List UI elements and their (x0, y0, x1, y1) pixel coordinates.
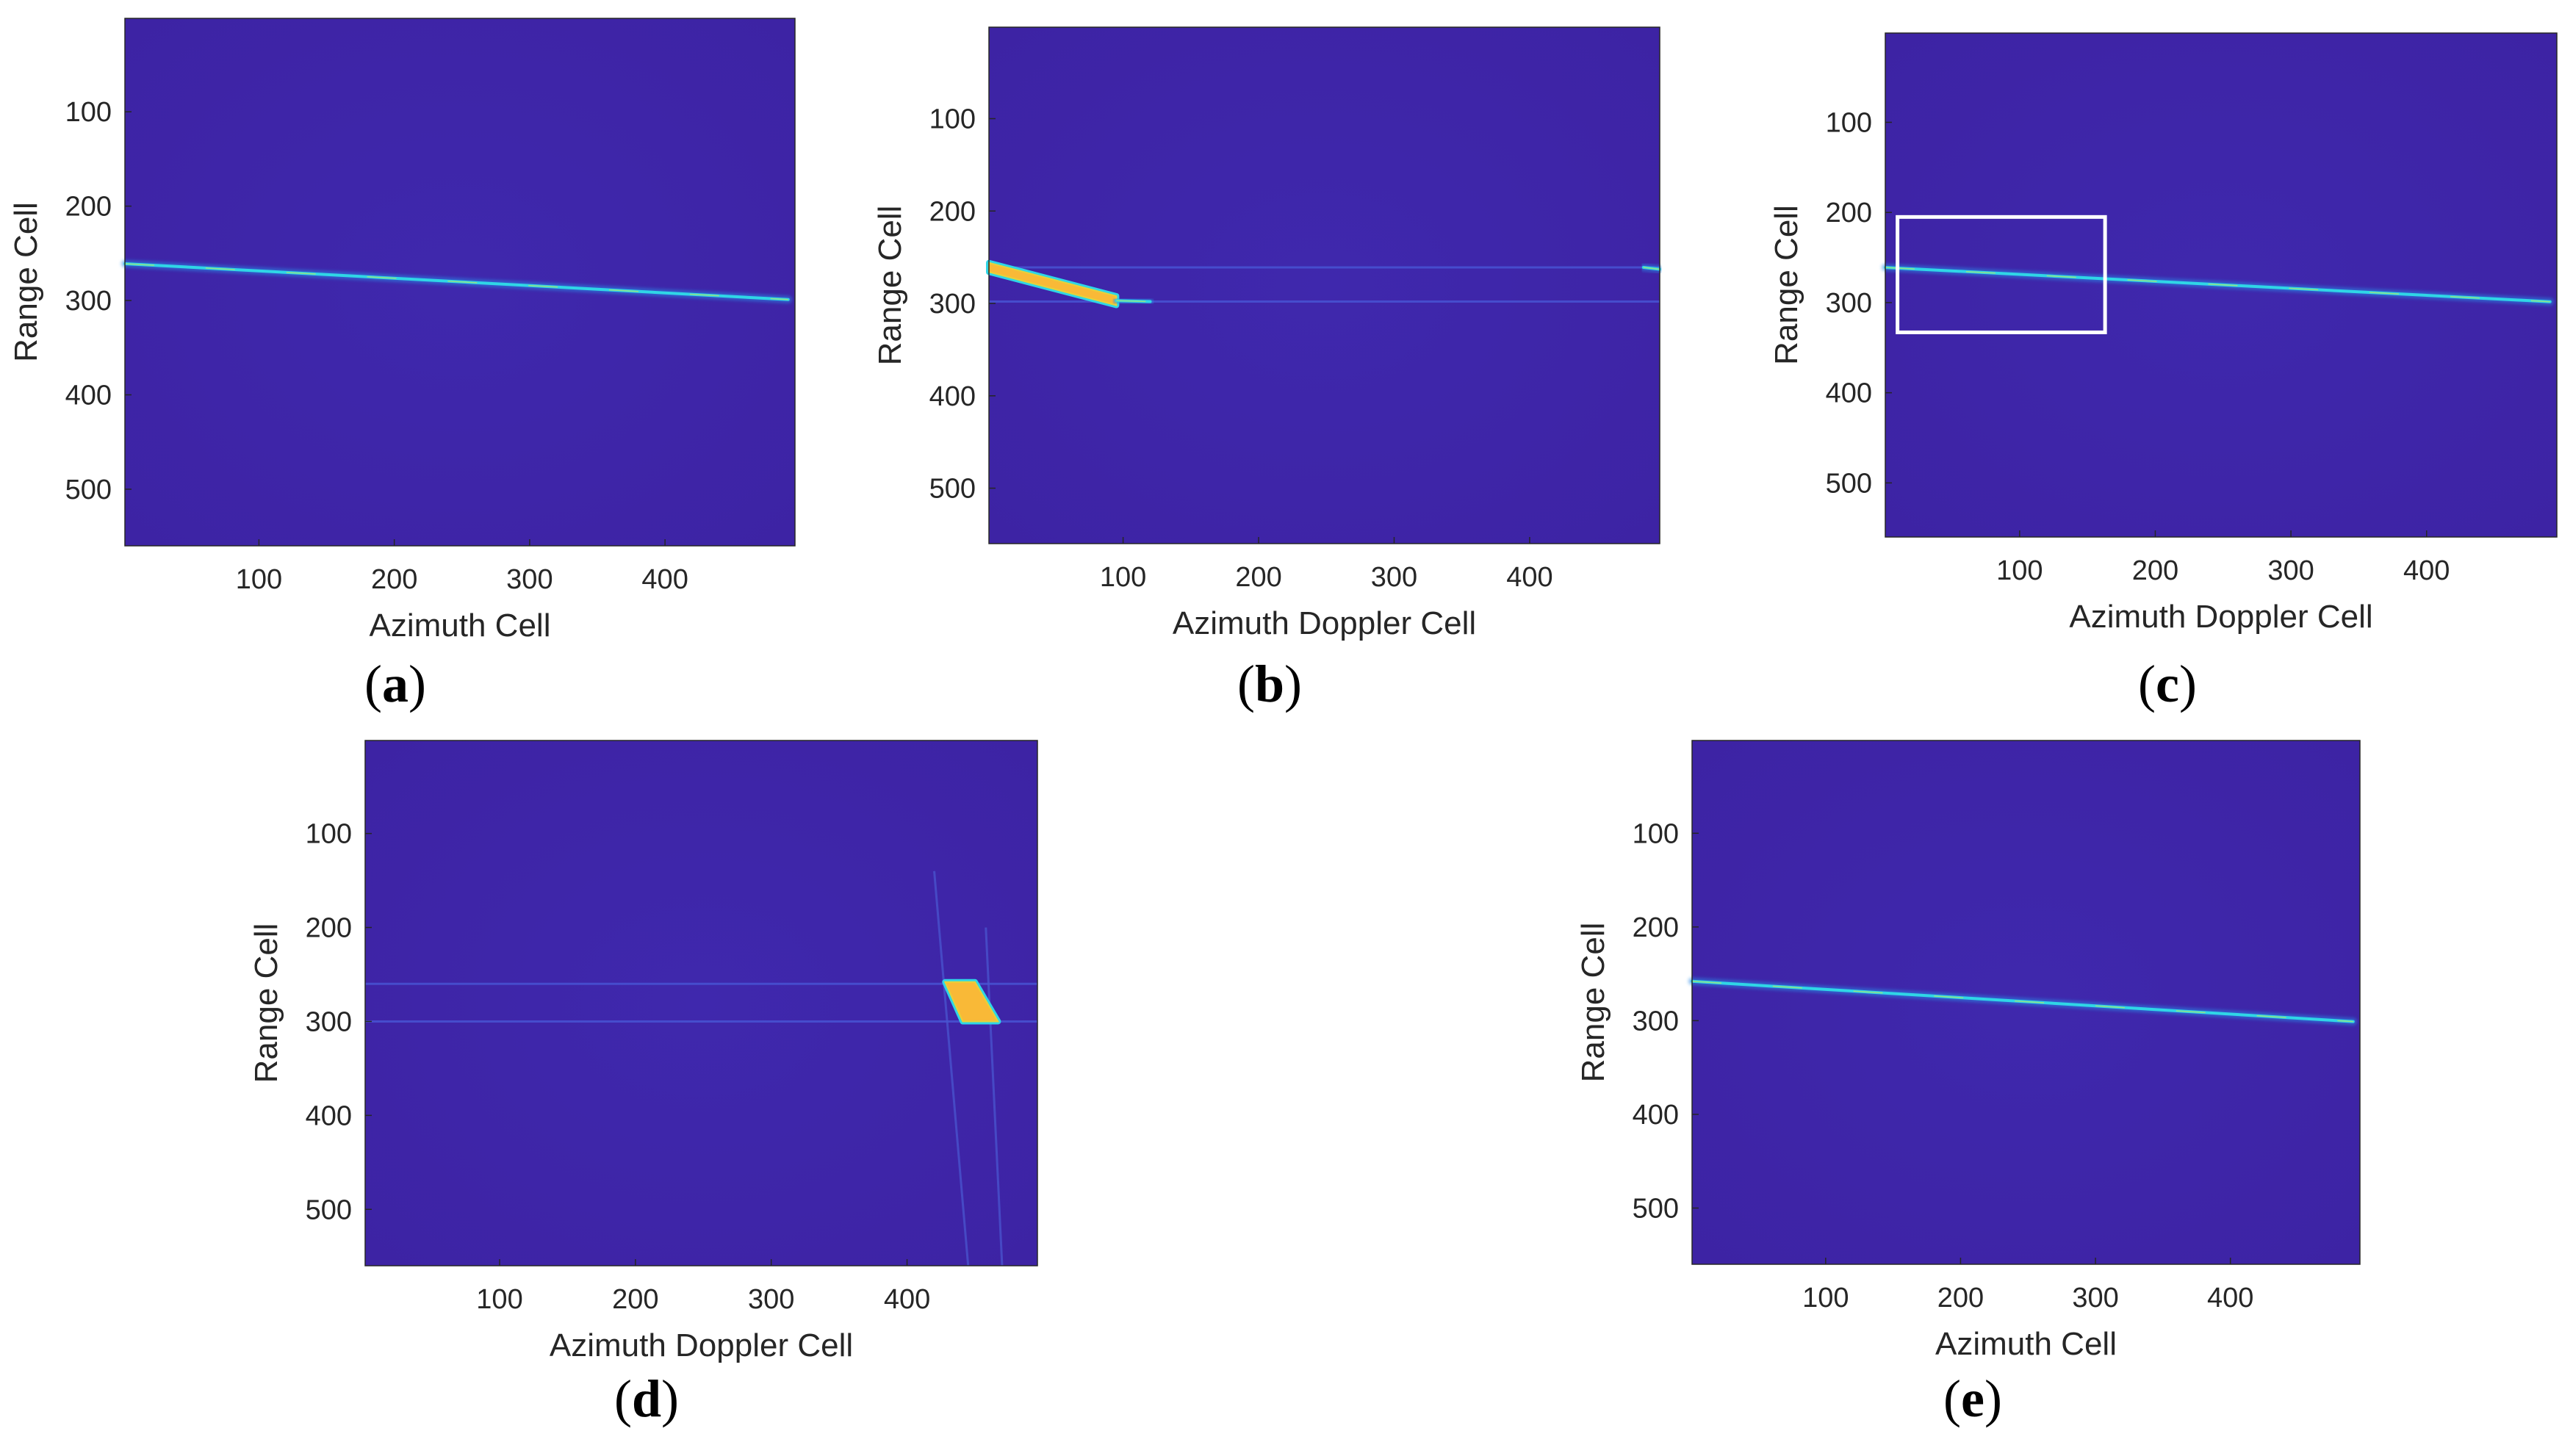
axes-box-c (1885, 32, 2558, 538)
ytick-label-b-300: 300 (929, 289, 976, 320)
xtick-label-e-400: 400 (2207, 1283, 2253, 1313)
panel-a: 100 200 300 400 100 200 300 400 500 Azimuth Cell R… (8, 18, 796, 713)
xtick-label-d-200: 200 (612, 1284, 658, 1315)
caption-letter-d: d (632, 1369, 661, 1428)
feature-e-line-0-core (1691, 981, 2353, 1023)
caption-letter-c: c (2156, 655, 2179, 713)
xtick-label-e-200: 200 (1937, 1283, 1984, 1313)
feature-d-faint_line-3 (985, 927, 1004, 1266)
heatmap-field-d (365, 740, 1037, 1266)
ytick-label-e-400: 400 (1633, 1100, 1679, 1131)
feature-b-line-3-core (1116, 300, 1151, 303)
ylabel-a: Range Cell (8, 202, 44, 362)
ytick-label-d-300: 300 (306, 1006, 352, 1037)
xlabel-d: Azimuth Doppler Cell (550, 1327, 853, 1363)
caption-a: (a) (364, 655, 426, 713)
caption-letter-b: b (1255, 655, 1284, 713)
ytick-label-a-500: 500 (65, 475, 112, 505)
ytick-label-e-200: 200 (1633, 912, 1679, 943)
ytick-label-d-100: 100 (306, 819, 352, 850)
panel-d: 100 200 300 400 100 200 300 400 500 Azimuth Doppl… (248, 740, 1038, 1428)
axes-box-d (364, 740, 1038, 1266)
xtick-label-a-300: 300 (506, 564, 553, 595)
feature-b-line-4-core (1643, 267, 1660, 270)
xlabel-e: Azimuth Cell (1935, 1326, 2117, 1362)
heatmap-field-b (989, 27, 1660, 544)
ytick-label-a-100: 100 (65, 97, 112, 128)
xtick-label-a-100: 100 (236, 564, 282, 595)
caption-c: (c) (2138, 655, 2197, 713)
caption-e: (e) (1943, 1369, 2002, 1428)
feature-c-line-0-core (1885, 267, 2550, 303)
feature-d-faint_line-2 (933, 871, 970, 1266)
ytick-label-b-100: 100 (929, 104, 976, 135)
ytick-label-d-400: 400 (306, 1100, 352, 1131)
xlabel-b: Azimuth Doppler Cell (1173, 605, 1476, 641)
ytick-label-e-100: 100 (1633, 818, 1679, 849)
ytick-label-c-400: 400 (1826, 378, 1872, 409)
caption-b: (b) (1237, 655, 1302, 713)
xtick-label-b-300: 300 (1371, 562, 1417, 593)
ylabel-d: Range Cell (248, 923, 284, 1084)
axes-box-a (124, 18, 796, 547)
ytick-label-d-200: 200 (306, 913, 352, 944)
ytick-label-c-500: 500 (1826, 468, 1872, 499)
xtick-label-d-100: 100 (476, 1284, 522, 1315)
xtick-label-d-300: 300 (748, 1284, 794, 1315)
ytick-label-e-500: 500 (1633, 1193, 1679, 1224)
ytick-label-d-500: 500 (306, 1194, 352, 1225)
xtick-label-b-100: 100 (1100, 562, 1146, 593)
xtick-label-e-300: 300 (2072, 1283, 2118, 1313)
caption-letter-a: a (382, 655, 409, 713)
xtick-label-c-400: 400 (2403, 555, 2450, 586)
ytick-label-e-300: 300 (1633, 1006, 1679, 1037)
xtick-label-c-100: 100 (1996, 555, 2043, 586)
ytick-label-c-100: 100 (1826, 107, 1872, 138)
feature-c-box-1 (1896, 215, 2107, 334)
ytick-label-b-200: 200 (929, 196, 976, 227)
panel-c: 100 200 300 400 100 200 300 400 500 Azimuth Doppl… (1768, 32, 2558, 713)
xtick-label-b-400: 400 (1506, 562, 1552, 593)
feature-d-band-4 (943, 981, 1000, 1023)
xtick-label-c-200: 200 (2132, 555, 2178, 586)
panel-b: 100 200 300 400 100 200 300 400 500 Azimuth Doppl… (872, 26, 1663, 713)
ylabel-e: Range Cell (1575, 923, 1611, 1083)
ylabel-b: Range Cell (872, 206, 908, 366)
xlabel-c: Azimuth Doppler Cell (2069, 599, 2372, 635)
caption-d: (d) (614, 1369, 679, 1428)
xtick-label-c-300: 300 (2267, 555, 2314, 586)
ytick-label-a-200: 200 (65, 192, 112, 223)
xtick-label-e-100: 100 (1802, 1283, 1849, 1313)
ytick-label-c-200: 200 (1826, 198, 1872, 228)
ytick-label-b-400: 400 (929, 381, 976, 412)
ytick-label-a-300: 300 (65, 286, 112, 317)
feature-a-line-0-core (124, 263, 788, 300)
axes-box-b (988, 26, 1660, 544)
xtick-label-b-200: 200 (1235, 562, 1281, 593)
ylabel-c: Range Cell (1768, 205, 1804, 365)
xtick-label-a-400: 400 (641, 564, 688, 595)
ytick-label-a-400: 400 (65, 380, 112, 411)
ytick-label-c-300: 300 (1826, 288, 1872, 319)
panel-e: 100 200 300 400 100 200 300 400 500 Azimuth Cell R… (1575, 740, 2361, 1428)
xtick-label-d-400: 400 (884, 1284, 930, 1315)
xtick-label-a-200: 200 (371, 564, 417, 595)
ytick-label-b-500: 500 (929, 474, 976, 505)
axes-box-e (1691, 740, 2361, 1265)
xlabel-a: Azimuth Cell (370, 608, 551, 644)
caption-letter-e: e (1961, 1369, 1984, 1428)
